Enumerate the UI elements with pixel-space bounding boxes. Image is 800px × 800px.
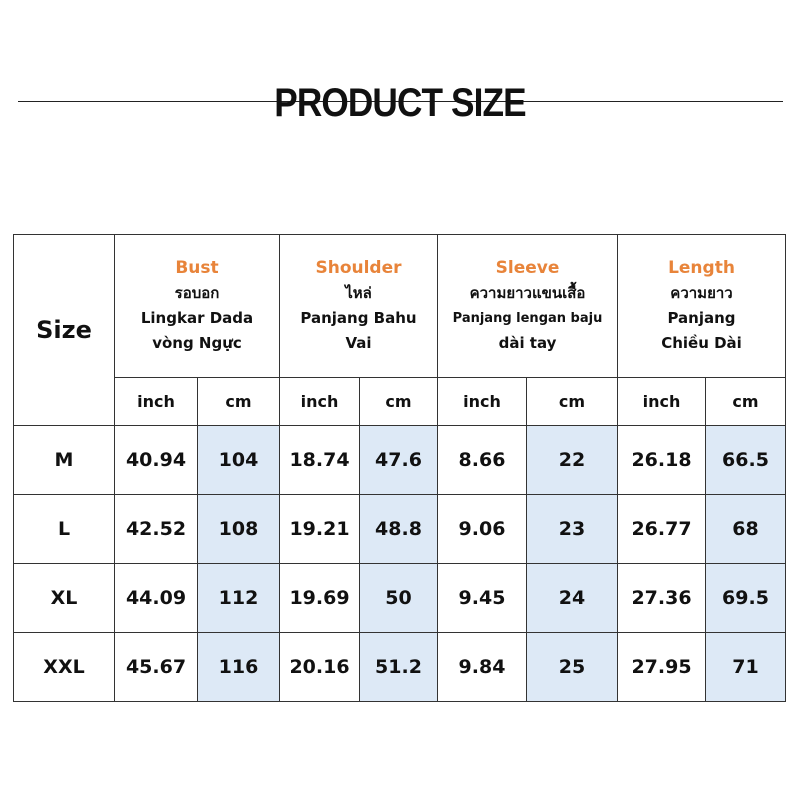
group-name: Shoulder bbox=[315, 258, 402, 278]
size-value: 45.67 bbox=[114, 632, 198, 702]
group-subtitle: รอบอก bbox=[174, 284, 220, 302]
size-label: XXL bbox=[13, 632, 115, 702]
size-value: 71 bbox=[705, 632, 786, 702]
size-value: 104 bbox=[197, 425, 280, 495]
group-header: Bust รอบอก Lingkar Dada vòng Ngực bbox=[114, 234, 280, 378]
size-value: 22 bbox=[526, 425, 618, 495]
size-table: Size Bust รอบอก Lingkar Dada vòng Ngực Should… bbox=[13, 234, 786, 702]
size-value: 8.66 bbox=[437, 425, 527, 495]
unit-label: inch bbox=[437, 377, 527, 426]
size-value: 19.21 bbox=[279, 494, 360, 564]
size-value: 9.45 bbox=[437, 563, 527, 633]
size-value: 108 bbox=[197, 494, 280, 564]
size-label: XL bbox=[13, 563, 115, 633]
group-subtitle: Vai bbox=[345, 334, 372, 352]
size-value: 23 bbox=[526, 494, 618, 564]
unit-label: inch bbox=[114, 377, 198, 426]
size-value: 9.06 bbox=[437, 494, 527, 564]
group-header: Length ความยาว Panjang Chiều Dài bbox=[617, 234, 786, 378]
data-row: XL 44.09 112 19.69 50 9.45 24 27.36 69.5 bbox=[13, 563, 786, 633]
size-value: 69.5 bbox=[705, 563, 786, 633]
group-name: Sleeve bbox=[495, 258, 560, 278]
size-value: 47.6 bbox=[359, 425, 438, 495]
size-value: 20.16 bbox=[279, 632, 360, 702]
size-value: 44.09 bbox=[114, 563, 198, 633]
size-value: 26.77 bbox=[617, 494, 706, 564]
size-value: 112 bbox=[197, 563, 280, 633]
data-row: M 40.94 104 18.74 47.6 8.66 22 26.18 66.5 bbox=[13, 425, 786, 495]
size-value: 26.18 bbox=[617, 425, 706, 495]
size-value: 25 bbox=[526, 632, 618, 702]
group-header: Shoulder ไหล่ Panjang Bahu Vai bbox=[279, 234, 438, 378]
size-value: 27.36 bbox=[617, 563, 706, 633]
group-name: Length bbox=[668, 258, 735, 278]
size-value: 18.74 bbox=[279, 425, 360, 495]
group-subtitle: Panjang bbox=[667, 309, 736, 327]
group-subtitle: Lingkar Dada bbox=[140, 309, 254, 327]
group-subtitle: ความยาว bbox=[670, 284, 733, 302]
unit-label: cm bbox=[197, 377, 280, 426]
unit-label: cm bbox=[359, 377, 438, 426]
unit-label: cm bbox=[705, 377, 786, 426]
size-value: 24 bbox=[526, 563, 618, 633]
size-value: 48.8 bbox=[359, 494, 438, 564]
size-value: 66.5 bbox=[705, 425, 786, 495]
data-row: XXL 45.67 116 20.16 51.2 9.84 25 27.95 71 bbox=[13, 632, 786, 702]
size-value: 40.94 bbox=[114, 425, 198, 495]
group-subtitle: Panjang lengan baju bbox=[452, 311, 603, 326]
size-value: 50 bbox=[359, 563, 438, 633]
title: PRODUCT SIZE bbox=[274, 81, 526, 125]
group-header: Sleeve ความยาวแขนเสื้อ Panjang lengan baju… bbox=[437, 234, 618, 378]
group-subtitle: ความยาวแขนเสื้อ bbox=[469, 284, 586, 302]
size-label: L bbox=[13, 494, 115, 564]
size-value: 19.69 bbox=[279, 563, 360, 633]
group-subtitle: vòng Ngực bbox=[152, 334, 242, 352]
size-value: 42.52 bbox=[114, 494, 198, 564]
title-rule bbox=[18, 101, 783, 102]
unit-label: inch bbox=[279, 377, 360, 426]
size-value: 51.2 bbox=[359, 632, 438, 702]
unit-label: inch bbox=[617, 377, 706, 426]
group-subtitle: dài tay bbox=[498, 334, 557, 352]
size-header: Size bbox=[13, 234, 115, 426]
size-value: 9.84 bbox=[437, 632, 527, 702]
header-row: Size Bust รอบอก Lingkar Dada vòng Ngực Should… bbox=[13, 234, 786, 426]
unit-label: cm bbox=[526, 377, 618, 426]
size-label: M bbox=[13, 425, 115, 495]
group-name: Bust bbox=[175, 258, 219, 278]
group-subtitle: Panjang Bahu bbox=[300, 309, 417, 327]
size-value: 27.95 bbox=[617, 632, 706, 702]
unit-row: inch cm inch cm inch cm inch cm bbox=[14, 377, 786, 426]
size-value: 68 bbox=[705, 494, 786, 564]
data-row: L 42.52 108 19.21 48.8 9.06 23 26.77 68 bbox=[13, 494, 786, 564]
size-value: 116 bbox=[197, 632, 280, 702]
group-subtitle: ไหล่ bbox=[345, 284, 372, 302]
group-subtitle: Chiều Dài bbox=[661, 334, 742, 352]
